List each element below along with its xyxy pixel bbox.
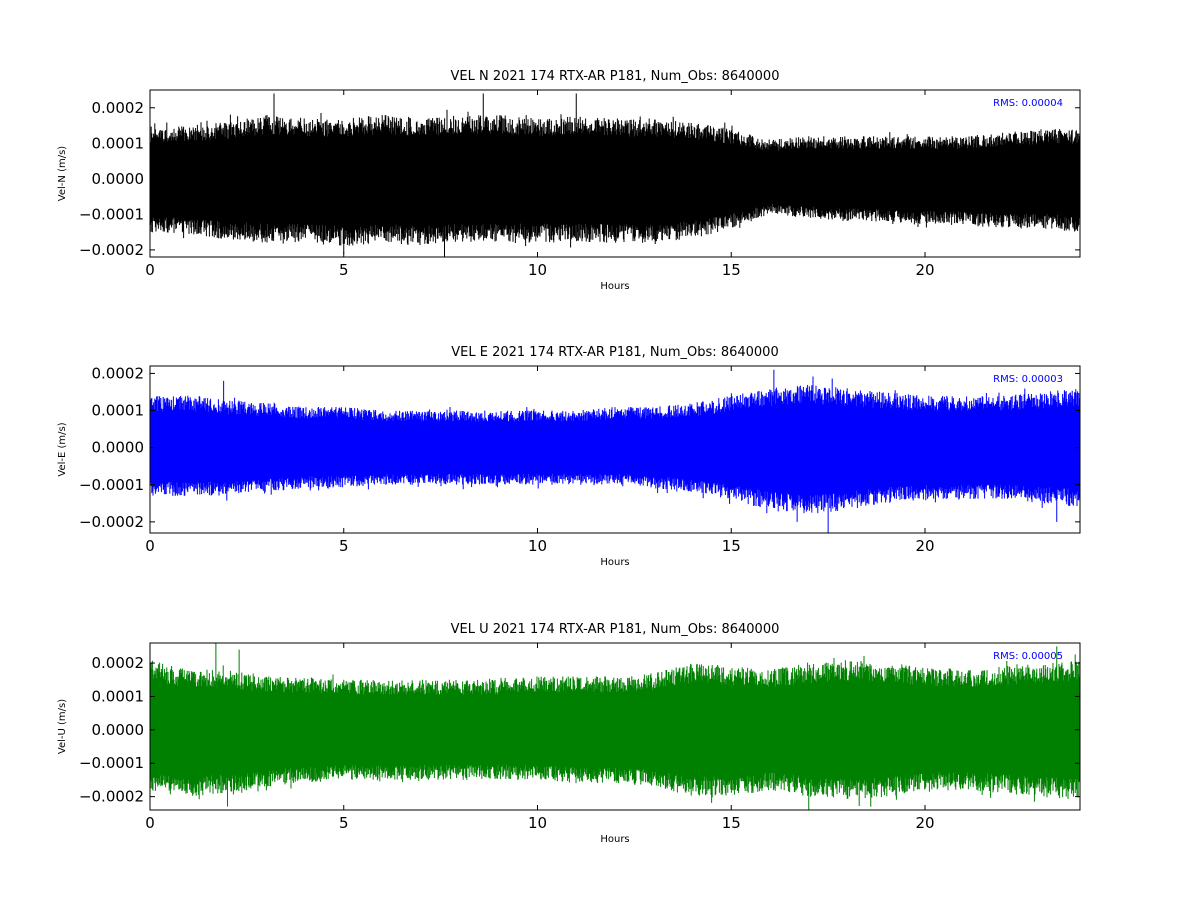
- series-band: [150, 643, 1080, 810]
- chart-title: VEL U 2021 174 RTX-AR P181, Num_Obs: 864…: [451, 622, 780, 637]
- rms-annotation: RMS: 0.00003: [993, 374, 1063, 385]
- x-axis-label: Hours: [600, 281, 629, 292]
- x-tick-label: 5: [339, 261, 349, 279]
- y-tick-label: 0.0001: [92, 134, 145, 152]
- axes-frame: [149, 89, 1081, 258]
- rms-annotation: RMS: 0.00005: [993, 651, 1063, 662]
- x-tick-label: 15: [722, 537, 741, 555]
- y-axis-label: Vel-E (m/s): [57, 422, 68, 476]
- y-tick-label: −0.0001: [79, 476, 144, 494]
- x-axis-label: Hours: [600, 557, 629, 568]
- y-tick-label: 0.0000: [92, 170, 145, 188]
- x-axis-label: Hours: [600, 834, 629, 845]
- x-tick-label: 10: [528, 537, 547, 555]
- x-tick-label: 0: [145, 261, 155, 279]
- subplot-2: VEL E 2021 174 RTX-AR P181, Num_Obs: 864…: [57, 345, 1081, 568]
- x-tick-label: 5: [339, 814, 349, 832]
- axes-frame: [149, 642, 1081, 811]
- subplot-3: VEL U 2021 174 RTX-AR P181, Num_Obs: 864…: [57, 622, 1081, 845]
- chart-title: VEL E 2021 174 RTX-AR P181, Num_Obs: 864…: [451, 345, 778, 360]
- x-tick-label: 0: [145, 814, 155, 832]
- rms-annotation: RMS: 0.00004: [993, 98, 1063, 109]
- series-band: [150, 369, 1080, 533]
- x-tick-label: 0: [145, 537, 155, 555]
- y-tick-label: 0.0001: [92, 402, 145, 420]
- x-tick-label: 10: [528, 814, 547, 832]
- y-tick-label: −0.0002: [79, 513, 144, 531]
- y-tick-label: 0.0002: [92, 654, 145, 672]
- x-tick-label: 20: [915, 814, 934, 832]
- y-tick-label: 0.0000: [92, 721, 145, 739]
- data-series: [150, 643, 1080, 810]
- data-series: [150, 93, 1080, 257]
- data-series: [150, 369, 1080, 533]
- y-axis-label: Vel-U (m/s): [57, 699, 68, 754]
- y-axis-label: Vel-N (m/s): [57, 146, 68, 201]
- y-tick-label: −0.0002: [79, 788, 144, 806]
- x-tick-label: 15: [722, 814, 741, 832]
- x-tick-label: 15: [722, 261, 741, 279]
- y-tick-label: 0.0000: [92, 439, 145, 457]
- y-tick-label: −0.0001: [79, 205, 144, 223]
- y-tick-label: −0.0002: [79, 241, 144, 259]
- x-tick-label: 10: [528, 261, 547, 279]
- y-tick-label: 0.0002: [92, 364, 145, 382]
- series-band: [150, 93, 1080, 257]
- subplot-1: VEL N 2021 174 RTX-AR P181, Num_Obs: 864…: [57, 69, 1081, 292]
- x-tick-label: 5: [339, 537, 349, 555]
- y-tick-label: −0.0001: [79, 754, 144, 772]
- x-tick-label: 20: [915, 537, 934, 555]
- x-tick-label: 20: [915, 261, 934, 279]
- y-tick-label: 0.0002: [92, 99, 145, 117]
- axes-frame: [149, 365, 1081, 534]
- y-tick-label: 0.0001: [92, 687, 145, 705]
- chart-title: VEL N 2021 174 RTX-AR P181, Num_Obs: 864…: [451, 69, 780, 84]
